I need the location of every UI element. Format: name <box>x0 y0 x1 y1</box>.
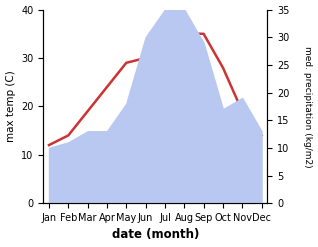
X-axis label: date (month): date (month) <box>112 228 199 242</box>
Y-axis label: max temp (C): max temp (C) <box>5 70 16 142</box>
Y-axis label: med. precipitation (kg/m2): med. precipitation (kg/m2) <box>303 45 313 167</box>
